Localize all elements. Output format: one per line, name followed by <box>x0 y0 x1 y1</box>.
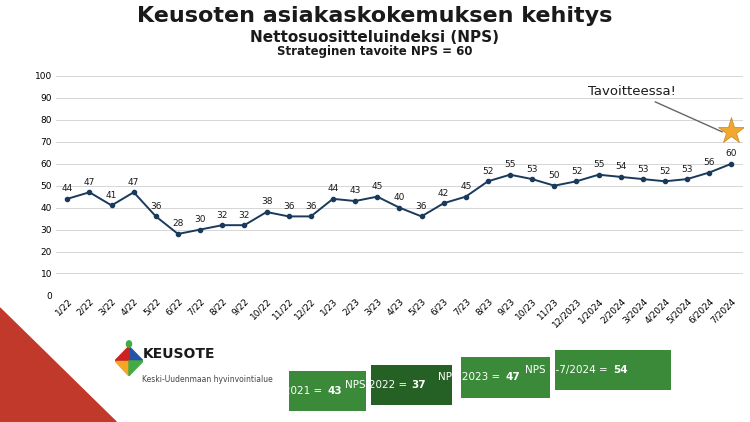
Text: 36: 36 <box>150 202 161 211</box>
Text: 36: 36 <box>305 202 316 211</box>
Polygon shape <box>115 361 129 376</box>
Text: 36: 36 <box>416 202 428 211</box>
Text: 30: 30 <box>194 215 206 224</box>
Text: NPS 2021 =: NPS 2021 = <box>260 387 326 396</box>
Text: 53: 53 <box>638 165 649 173</box>
Polygon shape <box>129 346 143 361</box>
Text: 47: 47 <box>84 178 95 187</box>
Text: 52: 52 <box>659 167 670 176</box>
Text: 47: 47 <box>128 178 140 187</box>
Ellipse shape <box>127 341 131 347</box>
Text: 55: 55 <box>504 160 516 169</box>
Text: 37: 37 <box>412 380 426 390</box>
Text: 54: 54 <box>614 365 628 375</box>
Text: Tavoitteessa!: Tavoitteessa! <box>588 85 722 132</box>
Text: 43: 43 <box>327 387 342 396</box>
Text: 44: 44 <box>327 184 338 193</box>
Text: 41: 41 <box>106 191 117 200</box>
Text: Nettosuositteluindeksi (NPS): Nettosuositteluindeksi (NPS) <box>251 30 500 45</box>
Text: 60: 60 <box>726 149 737 158</box>
Text: 56: 56 <box>704 158 715 167</box>
Text: 55: 55 <box>592 160 604 169</box>
Polygon shape <box>129 361 143 376</box>
Text: KEUSOTE: KEUSOTE <box>142 347 215 362</box>
Text: 52: 52 <box>482 167 494 176</box>
Text: 50: 50 <box>548 171 560 180</box>
Text: 44: 44 <box>62 184 73 193</box>
Text: 52: 52 <box>571 167 582 176</box>
Text: 36: 36 <box>283 202 295 211</box>
Text: NPS 2023 =: NPS 2023 = <box>438 373 504 382</box>
Text: 45: 45 <box>460 182 472 191</box>
Text: 53: 53 <box>682 165 693 173</box>
Text: Strateginen tavoite NPS = 60: Strateginen tavoite NPS = 60 <box>278 45 472 58</box>
Text: 47: 47 <box>506 373 520 382</box>
Text: Keski-Uudenmaan hyvinvointialue: Keski-Uudenmaan hyvinvointialue <box>142 375 273 384</box>
Text: 28: 28 <box>172 219 184 228</box>
Text: 53: 53 <box>526 165 538 173</box>
Polygon shape <box>115 346 129 361</box>
Text: 54: 54 <box>615 162 626 171</box>
Text: 32: 32 <box>238 211 250 219</box>
Text: 43: 43 <box>350 187 361 195</box>
Text: 42: 42 <box>438 189 449 197</box>
Text: 38: 38 <box>261 197 272 206</box>
Text: 40: 40 <box>394 193 405 202</box>
Text: 32: 32 <box>217 211 228 219</box>
Text: Keusoten asiakaskokemuksen kehitys: Keusoten asiakaskokemuksen kehitys <box>137 6 613 26</box>
Text: NPS 2022 =: NPS 2022 = <box>345 380 410 390</box>
Text: 45: 45 <box>371 182 383 191</box>
Text: NPS 1-7/2024 =: NPS 1-7/2024 = <box>525 365 610 375</box>
